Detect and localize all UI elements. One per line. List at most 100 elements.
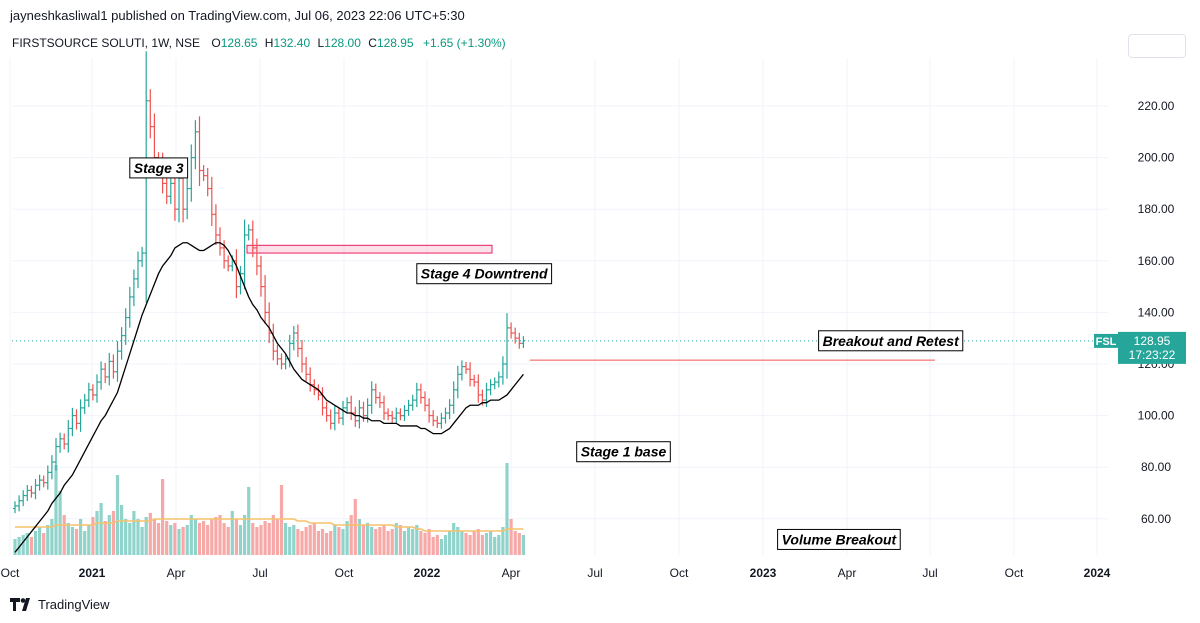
price-bar — [439, 412, 444, 429]
price-bar — [521, 336, 526, 349]
price-bar — [90, 384, 95, 401]
price-bar — [418, 383, 423, 404]
change-value: +1.65 (+1.30%) — [422, 36, 506, 50]
time-tick-label: 2023 — [750, 566, 777, 580]
volume-bar — [419, 531, 423, 555]
volume-bar — [435, 535, 439, 555]
volume-bar — [70, 527, 74, 555]
price-bar — [86, 382, 91, 408]
volume-bar — [472, 531, 476, 555]
price-bar — [500, 356, 505, 385]
price-bar — [291, 326, 296, 351]
price-bar — [300, 340, 304, 373]
price-bar — [148, 89, 153, 139]
volume-bar — [50, 519, 54, 555]
price-bar — [58, 432, 63, 453]
price-bar — [459, 360, 464, 381]
price-bar — [496, 371, 501, 388]
volume-bar — [243, 515, 247, 555]
volume-bar — [255, 527, 259, 555]
volume-bar — [144, 517, 148, 555]
volume-bar — [161, 479, 165, 555]
volume-bar — [443, 535, 448, 555]
price-bar — [414, 382, 419, 408]
price-bar — [234, 249, 239, 299]
price-tick-label: 60.00 — [1141, 512, 1171, 526]
volume-bar — [202, 521, 206, 555]
price-bar — [435, 416, 440, 428]
volume-bar — [398, 525, 402, 555]
volume-bar — [320, 529, 325, 555]
volume-bar — [103, 521, 107, 555]
price-bar — [308, 367, 313, 392]
annotation-text: Stage 4 Downtrend — [421, 266, 548, 282]
time-tick-label: 2021 — [79, 566, 106, 580]
volume-bar — [42, 533, 46, 555]
volume-bar — [29, 537, 33, 555]
volume-bar — [292, 525, 296, 555]
price-badge-countdown: 17:23:22 — [1129, 348, 1176, 362]
annotation-box — [818, 330, 964, 352]
volume-bar — [423, 533, 427, 555]
price-bar — [17, 495, 22, 512]
price-bar — [127, 286, 132, 328]
price-bar — [115, 341, 120, 382]
annotation-label: Stage 3 — [129, 157, 189, 179]
volume-bar — [374, 529, 378, 555]
price-bar — [320, 387, 325, 416]
price-bar — [271, 323, 276, 361]
price-bar — [189, 144, 194, 202]
volume-bar — [370, 527, 374, 555]
volume-bar — [505, 463, 509, 555]
volume-bar — [136, 519, 140, 555]
price-bar — [464, 361, 468, 374]
price-bar — [37, 474, 42, 491]
price-bar — [345, 397, 350, 414]
volume-bar — [79, 519, 83, 555]
tradingview-brand[interactable]: TradingView — [38, 597, 110, 612]
price-bar — [517, 332, 522, 349]
volume-bar — [452, 523, 456, 555]
close-value: 128.95 — [376, 36, 414, 50]
annotation-box — [416, 263, 553, 285]
price-bar — [111, 354, 116, 379]
annotation-text: Breakout and Retest — [823, 333, 960, 349]
high-value: 132.40 — [273, 36, 311, 50]
price-bar — [373, 383, 378, 404]
volume-bar — [124, 519, 128, 555]
price-bar — [513, 327, 518, 344]
time-tick-label: Jul — [922, 566, 937, 580]
price-bar — [324, 401, 329, 422]
price-bar — [246, 224, 251, 241]
price-bar — [25, 485, 30, 501]
price-bar — [238, 265, 243, 295]
price-bar — [402, 405, 407, 422]
price-bar — [263, 274, 268, 325]
price-bar — [254, 238, 259, 276]
price-bar — [341, 400, 345, 426]
price-bar — [21, 490, 26, 507]
chart-settings-button[interactable] — [1128, 34, 1186, 58]
price-bar — [377, 392, 382, 409]
price-bar — [131, 269, 136, 307]
high-label: H — [264, 36, 274, 50]
price-bar — [336, 407, 341, 424]
price-bar — [476, 374, 481, 403]
time-tick-label: Jul — [587, 566, 602, 580]
price-bar — [164, 175, 169, 205]
symbol-title[interactable]: FIRSTSOURCE SOLUTI, 1W, NSE — [12, 36, 201, 50]
volume-bar — [95, 511, 99, 555]
volume-bar — [173, 523, 177, 555]
price-bar — [304, 357, 309, 382]
volume-ma-line — [15, 518, 524, 532]
volume-bar — [517, 533, 521, 555]
volume-bar — [402, 531, 407, 555]
volume-bar — [115, 475, 120, 555]
price-bar — [447, 399, 452, 420]
price-tick-label: 160.00 — [1138, 254, 1175, 268]
volume-bar — [128, 523, 132, 555]
price-bar — [468, 362, 473, 387]
volume-bar — [46, 525, 50, 555]
